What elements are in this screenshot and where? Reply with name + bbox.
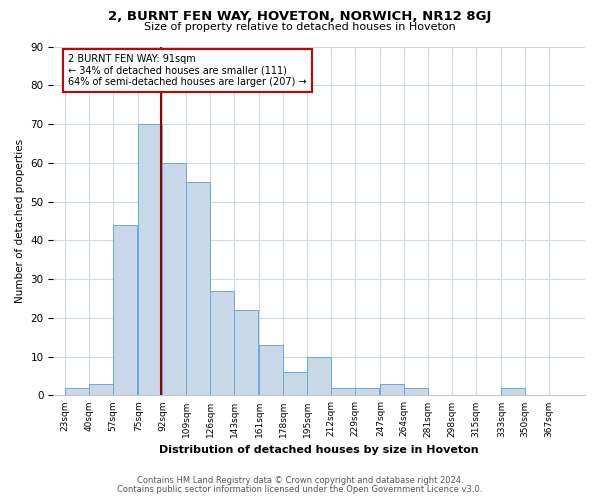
Bar bbox=[502, 388, 525, 396]
Text: 2, BURNT FEN WAY, HOVETON, NORWICH, NR12 8GJ: 2, BURNT FEN WAY, HOVETON, NORWICH, NR12… bbox=[109, 10, 491, 23]
Bar bbox=[65, 388, 89, 396]
Text: Contains HM Land Registry data © Crown copyright and database right 2024.: Contains HM Land Registry data © Crown c… bbox=[137, 476, 463, 485]
Bar bbox=[307, 356, 331, 396]
Text: Contains public sector information licensed under the Open Government Licence v3: Contains public sector information licen… bbox=[118, 485, 482, 494]
Bar bbox=[404, 388, 428, 396]
Bar bbox=[139, 124, 163, 396]
Bar bbox=[259, 345, 283, 396]
Text: 2 BURNT FEN WAY: 91sqm
← 34% of detached houses are smaller (111)
64% of semi-de: 2 BURNT FEN WAY: 91sqm ← 34% of detached… bbox=[68, 54, 307, 88]
Y-axis label: Number of detached properties: Number of detached properties bbox=[15, 139, 25, 303]
X-axis label: Distribution of detached houses by size in Hoveton: Distribution of detached houses by size … bbox=[160, 445, 479, 455]
Bar bbox=[163, 163, 187, 396]
Bar bbox=[283, 372, 307, 396]
Text: Size of property relative to detached houses in Hoveton: Size of property relative to detached ho… bbox=[144, 22, 456, 32]
Bar bbox=[331, 388, 355, 396]
Bar bbox=[89, 384, 113, 396]
Bar bbox=[355, 388, 379, 396]
Bar bbox=[187, 182, 210, 396]
Bar bbox=[234, 310, 258, 396]
Bar bbox=[113, 225, 137, 396]
Bar bbox=[210, 291, 234, 396]
Bar bbox=[380, 384, 404, 396]
